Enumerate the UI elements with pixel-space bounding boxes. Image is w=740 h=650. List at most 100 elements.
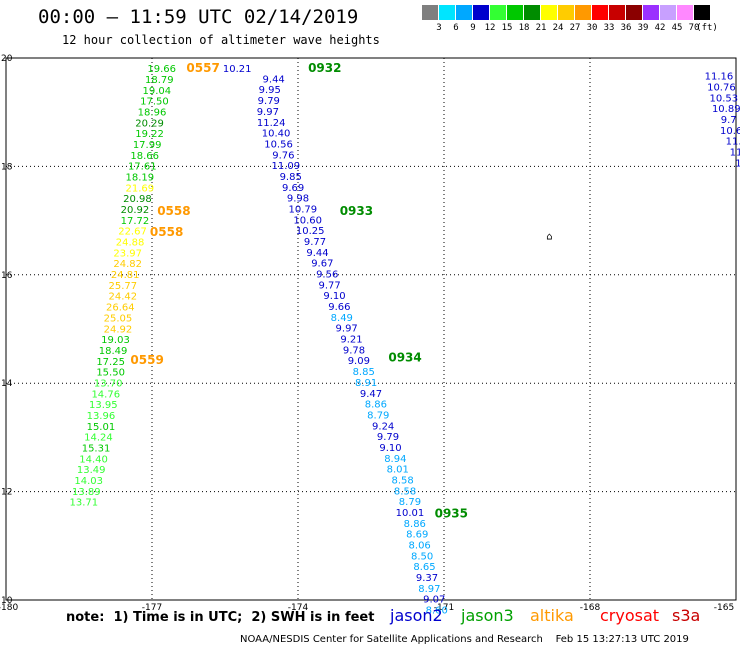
legend-tick-label: 42	[654, 23, 666, 33]
data-label-jason3: 20.98	[123, 194, 152, 205]
data-label-jason3: 18.19	[126, 172, 155, 183]
data-label-jason2: 9.47	[360, 389, 382, 400]
legend-swatch	[660, 5, 677, 20]
legend-swatch	[439, 5, 456, 20]
data-label-jason2: 11.09	[272, 161, 301, 172]
legend-swatch	[507, 5, 524, 20]
data-label-jason3: 15.31	[82, 443, 111, 454]
legend-tick-label: 24	[552, 23, 564, 33]
legend-swatch	[473, 5, 490, 20]
data-label-jason2: 9.98	[287, 194, 309, 205]
data-label-jason3: 19.22	[135, 129, 164, 140]
y-tick-label: 20	[1, 54, 13, 64]
data-label-jason2: 8.91	[355, 378, 377, 389]
legend-tick-label: 15	[501, 23, 513, 33]
data-label-jason2: 10.40	[262, 129, 291, 140]
data-label-jason3: 26.64	[106, 303, 135, 314]
data-label-jason2: 9.37	[416, 573, 438, 584]
data-label-jason2: 8.86	[365, 400, 387, 411]
data-label-jason2: 9.21	[340, 335, 362, 346]
data-label-jason2: 9.79	[377, 432, 399, 443]
legend-swatch	[541, 5, 558, 20]
legend-tick-label: 12	[484, 23, 496, 33]
x-tick-label: -177	[142, 603, 162, 613]
legend-swatch	[694, 5, 711, 20]
data-label-jason3: 25.77	[108, 281, 137, 292]
data-label-jason3: 19.03	[101, 335, 130, 346]
data-label-jason2: 9.69	[282, 183, 304, 194]
data-label-jason2: 9.95	[259, 85, 281, 96]
data-label-jason3: 14.76	[91, 389, 120, 400]
data-label-jason3: 22.67	[118, 227, 147, 238]
data-label-jason3: 24.42	[108, 292, 137, 303]
legend-tick-label: 18	[518, 23, 530, 33]
data-label-jason2: 8.86	[404, 519, 426, 530]
data-label-jason2: 9.78	[343, 345, 365, 356]
y-tick-label: 12	[1, 488, 12, 498]
time-label-jason2: 0933	[340, 204, 373, 218]
data-label-jason3: 14.24	[84, 433, 113, 444]
data-label-jason3: 24.81	[111, 270, 140, 281]
data-label-jason2: 9.10	[379, 443, 401, 454]
legend-swatch	[575, 5, 592, 20]
x-tick-label: -171	[434, 603, 454, 613]
data-label-jason2: 9.85	[280, 172, 302, 183]
legend-tick-label: 45	[671, 23, 683, 33]
plot-frame	[5, 57, 737, 601]
data-label-jason2: 9.09	[348, 356, 370, 367]
data-label-jason2: 8.85	[353, 367, 375, 378]
data-label-jason3: 24.82	[113, 259, 142, 270]
data-label-jason2: 8.06	[409, 541, 431, 552]
data-label-jason2: 8.79	[399, 497, 421, 508]
data-label-jason2: 10.79	[289, 204, 318, 215]
data-label-jason3: 21.69	[126, 183, 155, 194]
data-label-jason2: 10.25	[296, 226, 325, 237]
footer-credit: NOAA/NESDIS Center for Satellite Applica…	[240, 634, 689, 645]
data-label-jason3: 18.96	[138, 107, 167, 118]
data-label-jason2: 10.89	[712, 104, 740, 115]
chart-subtitle: 12 hour collection of altimeter wave hei…	[62, 33, 380, 47]
legend-swatch	[609, 5, 626, 20]
y-tick-label: 16	[1, 271, 13, 281]
data-label-jason2: 9.66	[328, 302, 350, 313]
y-tick-label: 10	[1, 596, 13, 606]
time-label-altika: 0558	[150, 225, 183, 239]
data-label-jason2: 9.24	[372, 421, 394, 432]
legend-jason3: jason3	[461, 606, 514, 625]
y-tick-label: 18	[1, 162, 13, 172]
legend-swatch	[677, 5, 694, 20]
time-label-altika: 0557	[186, 61, 219, 75]
legend-tick-label: 30	[586, 23, 598, 33]
data-label-jason3: 17.50	[140, 97, 169, 108]
data-label-jason2: 10.60	[293, 215, 322, 226]
data-label-jason3: 14.03	[74, 476, 103, 487]
data-label-jason2: 8.01	[387, 465, 409, 476]
data-label-jason2: 8.65	[413, 562, 435, 573]
chart-title: 00:00 – 11:59 UTC 02/14/2019	[38, 6, 359, 28]
y-tick-label: 14	[1, 379, 13, 389]
data-label-jason3: 20.92	[121, 205, 150, 216]
data-label-jason3: 15.01	[87, 422, 116, 433]
data-label-jason2: 9.7	[721, 115, 737, 126]
data-label-jason3: 24.92	[104, 324, 133, 335]
data-label-jason2: 10.01	[396, 508, 425, 519]
data-label-jason2: 8.94	[384, 454, 406, 465]
data-label-jason2: 11	[730, 148, 740, 159]
x-tick-label: -165	[714, 603, 734, 613]
station-marker-icon: ⌂	[546, 232, 552, 243]
data-label-jason2: 9.67	[311, 259, 333, 270]
data-label-jason3: 13.71	[70, 498, 99, 509]
legend-swatch	[524, 5, 541, 20]
data-label-jason2: 9.97	[257, 107, 279, 118]
data-label-jason3: 13.70	[94, 378, 123, 389]
data-label-jason3: 18.49	[99, 346, 128, 357]
data-label-jason2: 9.97	[336, 324, 358, 335]
data-label-jason2: 8.79	[367, 410, 389, 421]
legend-jason2: jason2	[390, 606, 443, 625]
data-label-jason2: 8.69	[406, 530, 428, 541]
legend-tick-label: 39	[637, 23, 649, 33]
x-tick-label: -174	[288, 603, 309, 613]
data-label-jason2: 9.07	[423, 595, 445, 606]
data-label-jason3: 24.88	[116, 238, 145, 249]
data-label-jason3: 19.04	[143, 86, 172, 97]
